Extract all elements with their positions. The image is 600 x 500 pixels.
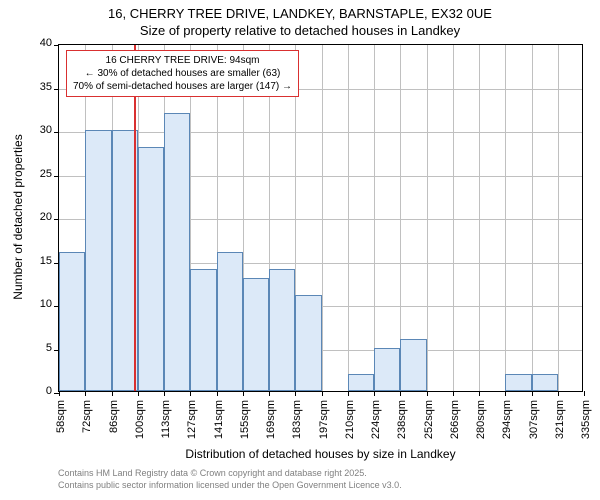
x-tick [269, 391, 270, 396]
y-tick [54, 89, 59, 90]
histogram-bar [400, 339, 426, 391]
x-tick-label: 197sqm [319, 400, 330, 448]
gridline-v [558, 45, 559, 391]
x-tick-label: 266sqm [450, 400, 461, 448]
y-tick-label: 0 [30, 386, 52, 397]
x-tick [112, 391, 113, 396]
x-tick-label: 169sqm [266, 400, 277, 448]
histogram-bar [348, 374, 374, 391]
x-tick-label: 183sqm [292, 400, 303, 448]
gridline-v [427, 45, 428, 391]
x-tick-label: 86sqm [109, 400, 120, 448]
gridline-v [532, 45, 533, 391]
x-axis-title: Distribution of detached houses by size … [58, 447, 583, 461]
histogram-bar [85, 130, 111, 391]
x-tick [558, 391, 559, 396]
x-tick [400, 391, 401, 396]
y-tick-label: 25 [30, 169, 52, 180]
x-tick [532, 391, 533, 396]
title-block: 16, CHERRY TREE DRIVE, LANDKEY, BARNSTAP… [0, 6, 600, 38]
y-tick [54, 219, 59, 220]
histogram-bar [190, 269, 216, 391]
gridline-v [348, 45, 349, 391]
callout-box: 16 CHERRY TREE DRIVE: 94sqm← 30% of deta… [66, 50, 299, 97]
x-tick-label: 141sqm [214, 400, 225, 448]
y-tick-label: 5 [30, 343, 52, 354]
x-tick-label: 58sqm [56, 400, 67, 448]
x-tick [348, 391, 349, 396]
y-axis-title: Number of detached properties [11, 117, 25, 317]
title-line-2: Size of property relative to detached ho… [0, 23, 600, 38]
gridline-v [505, 45, 506, 391]
y-tick-label: 15 [30, 256, 52, 267]
x-tick [190, 391, 191, 396]
callout-line-1: 16 CHERRY TREE DRIVE: 94sqm [73, 54, 292, 67]
histogram-bar [164, 113, 190, 391]
gridline-v [479, 45, 480, 391]
y-tick-label: 10 [30, 299, 52, 310]
x-tick [374, 391, 375, 396]
gridline-v [322, 45, 323, 391]
x-tick [295, 391, 296, 396]
callout-line-2: ← 30% of detached houses are smaller (63… [73, 67, 292, 80]
histogram-bar [59, 252, 85, 391]
y-tick-label: 35 [30, 82, 52, 93]
attribution-line-1: Contains HM Land Registry data © Crown c… [58, 468, 402, 480]
y-tick-label: 30 [30, 125, 52, 136]
x-tick-label: 72sqm [82, 400, 93, 448]
callout-line-3: 70% of semi-detached houses are larger (… [73, 80, 292, 93]
y-tick-label: 20 [30, 212, 52, 223]
x-tick-label: 307sqm [529, 400, 540, 448]
x-tick-label: 155sqm [240, 400, 251, 448]
y-tick [54, 176, 59, 177]
x-tick [85, 391, 86, 396]
x-tick [138, 391, 139, 396]
x-tick-label: 113sqm [161, 400, 172, 448]
y-tick-label: 40 [30, 38, 52, 49]
x-tick-label: 224sqm [371, 400, 382, 448]
histogram-bar [243, 278, 269, 391]
histogram-bar [532, 374, 558, 391]
x-tick-label: 252sqm [424, 400, 435, 448]
title-line-1: 16, CHERRY TREE DRIVE, LANDKEY, BARNSTAP… [0, 6, 600, 21]
x-tick-label: 238sqm [397, 400, 408, 448]
histogram-bar [138, 147, 164, 391]
x-tick [479, 391, 480, 396]
x-tick-label: 280sqm [476, 400, 487, 448]
x-tick [59, 391, 60, 396]
x-tick-label: 127sqm [187, 400, 198, 448]
x-tick [505, 391, 506, 396]
x-tick-label: 294sqm [502, 400, 513, 448]
x-tick-label: 100sqm [135, 400, 146, 448]
attribution-line-2: Contains public sector information licen… [58, 480, 402, 492]
x-tick [427, 391, 428, 396]
gridline-v [453, 45, 454, 391]
x-tick [322, 391, 323, 396]
x-tick [217, 391, 218, 396]
x-tick [243, 391, 244, 396]
x-tick [584, 391, 585, 396]
gridline-v [374, 45, 375, 391]
x-tick [453, 391, 454, 396]
x-tick-label: 321sqm [555, 400, 566, 448]
histogram-bar [374, 348, 400, 392]
x-tick-label: 335sqm [581, 400, 592, 448]
y-tick [54, 132, 59, 133]
y-tick [54, 45, 59, 46]
histogram-bar [269, 269, 295, 391]
attribution-text: Contains HM Land Registry data © Crown c… [58, 468, 402, 491]
histogram-bar [505, 374, 531, 391]
x-tick [164, 391, 165, 396]
chart-container: 16, CHERRY TREE DRIVE, LANDKEY, BARNSTAP… [0, 0, 600, 500]
x-tick-label: 210sqm [345, 400, 356, 448]
histogram-bar [217, 252, 243, 391]
histogram-bar [295, 295, 321, 391]
